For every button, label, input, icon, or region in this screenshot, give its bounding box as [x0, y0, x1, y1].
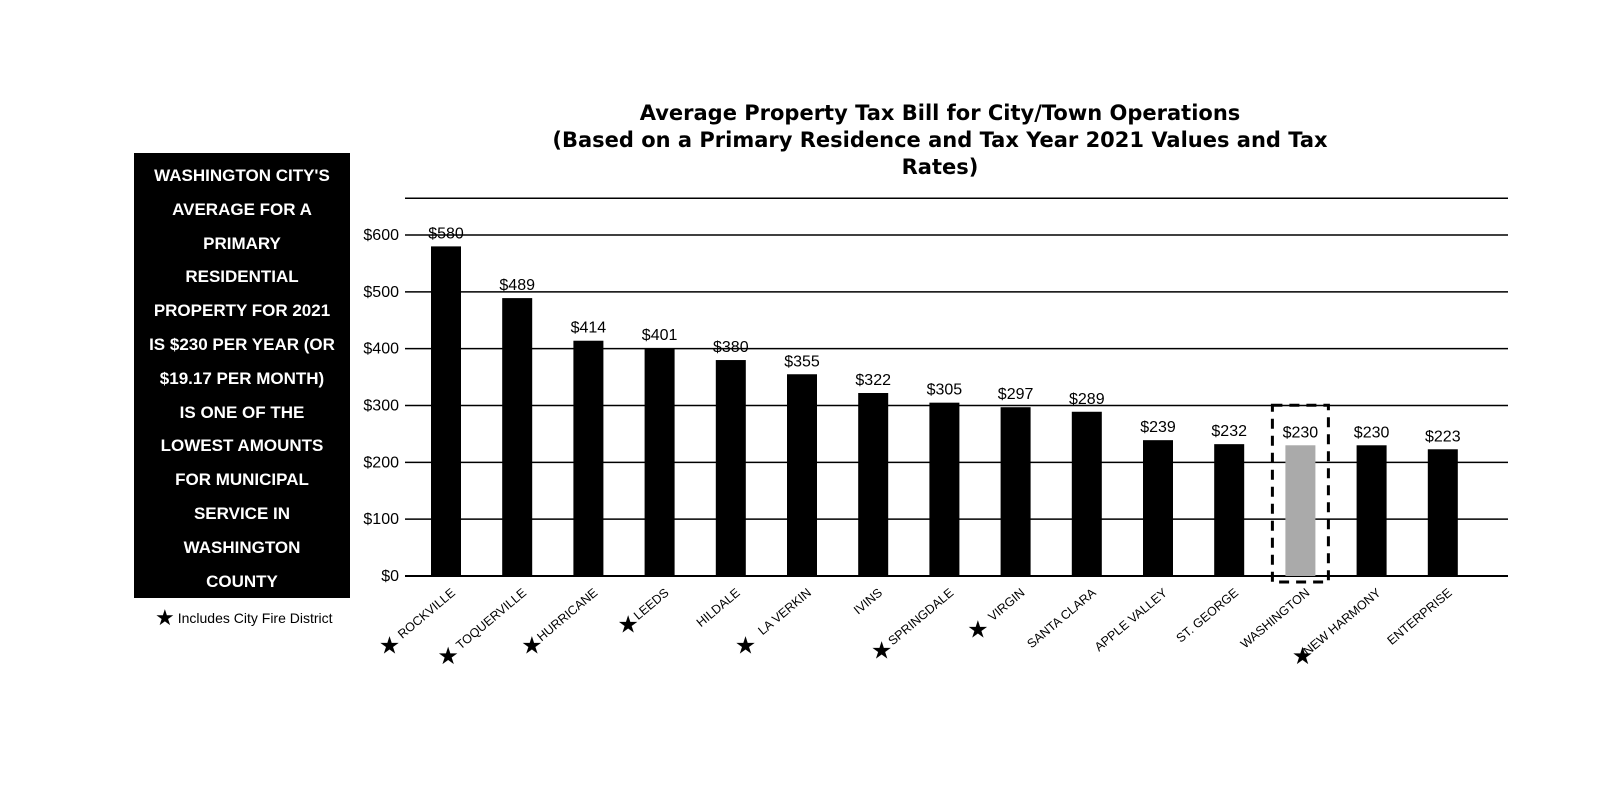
- bar: [644, 348, 675, 576]
- callout-line: WASHINGTON CITY'S: [154, 166, 330, 185]
- callout-line: FOR MUNICIPAL: [175, 470, 309, 490]
- x-tick-label: LA VERKIN: [755, 586, 814, 638]
- chart-title-line2: (Based on a Primary Residence and Tax Ye…: [552, 128, 1328, 179]
- data-label: $230: [1354, 424, 1390, 441]
- x-tick-label: SANTA CLARA: [1024, 585, 1099, 651]
- star-icon: ★: [155, 605, 175, 630]
- callout-line: IS ONE OF THE: [179, 402, 305, 422]
- star-icon: ★: [617, 610, 639, 638]
- chart-title-line1: Average Property Tax Bill for City/Town …: [639, 101, 1241, 125]
- bar: [502, 298, 533, 576]
- fire-district-legend: ★ Includes City Fire District: [155, 605, 333, 630]
- star-icon: ★: [735, 631, 757, 659]
- data-label: $414: [571, 320, 607, 337]
- callout-line: LOWEST AMOUNTS: [160, 436, 324, 456]
- callout-line: WASHINGTON: [183, 537, 301, 557]
- bar: [1356, 445, 1387, 576]
- bar: [715, 360, 746, 576]
- callout-line: AVERAGE FOR A: [172, 199, 312, 219]
- data-label: $239: [1140, 419, 1176, 436]
- star-icon: ★: [1292, 642, 1314, 670]
- bar: [431, 246, 461, 577]
- x-tick-label: HILDALE: [694, 586, 743, 630]
- bar: [1285, 445, 1316, 576]
- y-tick-label: $0: [381, 568, 399, 585]
- data-label: $355: [784, 353, 820, 370]
- washington-callout-box: WASHINGTON CITY'S AVERAGE FOR A PRIMARY …: [134, 153, 350, 598]
- highlight-dashed-box: [1270, 403, 1330, 584]
- x-tick-label: VIRGIN: [986, 586, 1028, 624]
- data-label: $223: [1425, 428, 1461, 445]
- bar: [929, 402, 960, 576]
- y-tick-label: $100: [363, 511, 399, 528]
- data-label: $230: [1283, 424, 1319, 441]
- callout-line: IS $230 PER YEAR (OR: [149, 334, 335, 354]
- data-label: $297: [998, 386, 1034, 403]
- callout-line: $19.17 PER MONTH): [159, 368, 325, 388]
- bar: [858, 393, 889, 576]
- bar: [1000, 407, 1031, 576]
- star-icon: ★: [967, 616, 989, 644]
- data-label: $289: [1069, 391, 1105, 408]
- x-tick-label: SPRINGDALE: [886, 586, 957, 649]
- legend-label: Includes City Fire District: [177, 610, 333, 626]
- callout-line: PRIMARY: [203, 233, 281, 253]
- data-label: $305: [927, 382, 963, 399]
- y-tick-label: $400: [363, 341, 399, 358]
- x-tick-label: ENTERPRISE: [1385, 586, 1455, 648]
- data-label: $580: [428, 225, 464, 242]
- data-label: $232: [1211, 423, 1247, 440]
- bar: [1071, 411, 1102, 576]
- x-tick-label: ROCKVILLE: [395, 586, 458, 642]
- star-icon: ★: [521, 631, 543, 659]
- chart-title: Average Property Tax Bill for City/Town …: [540, 100, 1340, 181]
- x-tick-label: APPLE VALLEY: [1092, 585, 1171, 654]
- star-icon: ★: [437, 642, 459, 670]
- bar: [1214, 444, 1245, 576]
- data-label: $380: [713, 339, 749, 356]
- y-tick-label: $300: [363, 398, 399, 415]
- x-tick-label: IVINS: [851, 586, 885, 618]
- y-tick-label: $500: [363, 284, 399, 301]
- callout-line: SERVICE IN: [193, 503, 291, 523]
- star-icon: ★: [871, 637, 893, 665]
- data-label: $322: [855, 372, 891, 389]
- callout-line: RESIDENTIAL: [185, 267, 299, 287]
- y-tick-label: $600: [363, 227, 399, 244]
- bar: [1427, 449, 1458, 576]
- callout-line: COUNTY: [206, 571, 278, 591]
- bar: [787, 374, 817, 576]
- bar: [573, 340, 604, 576]
- x-tick-label: HURRICANE: [534, 586, 600, 644]
- data-label: $489: [499, 277, 535, 294]
- x-tick-label: TOQUERVILLE: [453, 586, 529, 653]
- data-label: $401: [642, 327, 678, 344]
- bar: [1143, 440, 1173, 576]
- callout-line: PROPERTY FOR 2021: [153, 301, 331, 321]
- x-tick-label: ST. GEORGE: [1174, 586, 1242, 646]
- y-tick-label: $200: [363, 454, 399, 471]
- star-icon: ★: [379, 631, 401, 659]
